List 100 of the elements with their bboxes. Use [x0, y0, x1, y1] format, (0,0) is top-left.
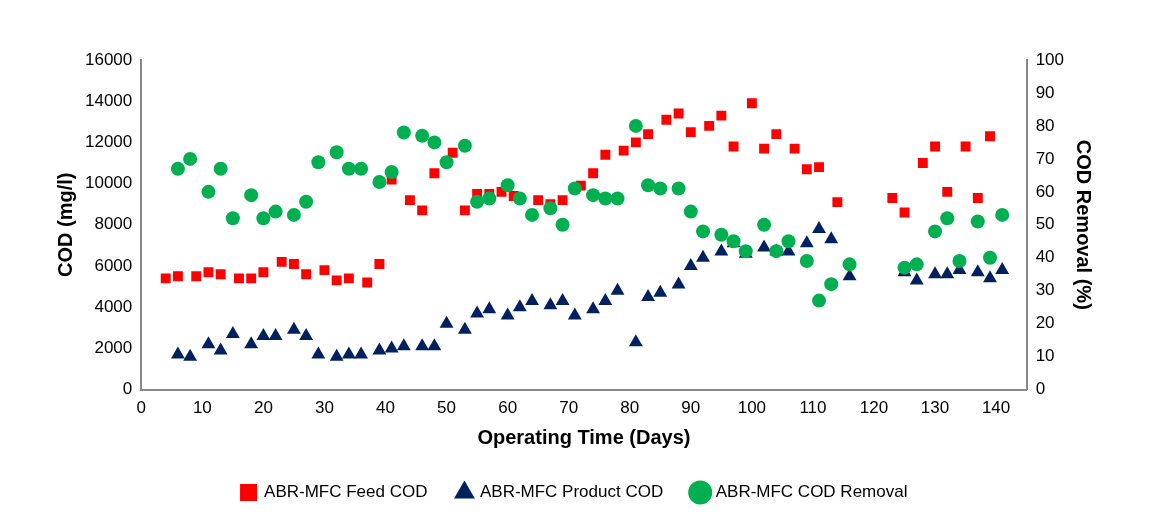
point: [555, 217, 570, 232]
point: [183, 151, 198, 166]
point: [244, 188, 259, 203]
point: [899, 207, 910, 218]
point: [319, 265, 330, 276]
point: [586, 301, 601, 314]
point: [384, 165, 399, 180]
point: [832, 197, 843, 208]
point: [653, 284, 668, 297]
point: [215, 269, 226, 280]
y-axis-title: COD (mg/l): [53, 172, 76, 278]
point: [799, 254, 814, 269]
point: [225, 325, 240, 338]
point: [983, 270, 997, 283]
point: [203, 267, 214, 278]
point: [683, 258, 698, 270]
point: [928, 224, 943, 239]
y-tick-label: 14000: [84, 90, 133, 110]
point: [970, 214, 985, 229]
point: [696, 224, 711, 239]
point: [789, 143, 800, 154]
point: [909, 257, 924, 272]
point: [940, 211, 955, 226]
point: [972, 193, 983, 203]
y-tick-label: 2000: [94, 338, 133, 358]
point: [771, 129, 782, 140]
x-tick-label: 20: [253, 398, 273, 418]
y2-tick-label: 40: [1035, 247, 1055, 267]
y-tick-label: 16000: [84, 49, 133, 69]
y2-tick-label: 0: [1035, 379, 1046, 399]
point: [429, 168, 440, 179]
point: [512, 191, 527, 206]
point: [170, 161, 185, 176]
point: [427, 135, 442, 150]
point: [343, 273, 354, 284]
point: [286, 207, 301, 222]
x-tick-label: 70: [559, 398, 579, 418]
point: [258, 267, 269, 278]
point: [683, 204, 698, 219]
point: [256, 328, 271, 341]
point: [276, 256, 287, 267]
x-tick-label: 0: [136, 398, 147, 418]
point: [415, 338, 430, 351]
point: [191, 271, 202, 282]
point: [555, 293, 570, 306]
point: [439, 315, 454, 328]
point: [812, 220, 826, 233]
point: [641, 288, 655, 301]
point: [172, 271, 183, 282]
point: [396, 125, 411, 140]
point: [331, 275, 342, 286]
point: [201, 336, 216, 349]
point: [213, 161, 228, 176]
point: [942, 186, 953, 197]
point: [960, 141, 971, 152]
point: [930, 141, 940, 152]
point: [311, 346, 326, 359]
x-tick-label: 40: [376, 398, 395, 418]
y-tick-label: 10000: [84, 173, 133, 193]
point: [543, 201, 558, 216]
point: [567, 307, 582, 320]
point: [457, 321, 472, 334]
point: [447, 147, 458, 158]
y2-tick-label: 50: [1035, 214, 1055, 234]
point: [759, 143, 770, 154]
point: [268, 204, 283, 219]
point: [995, 207, 1010, 222]
point: [160, 273, 171, 284]
point: [824, 277, 839, 292]
point: [643, 129, 654, 140]
point: [586, 188, 601, 203]
x-tick-label: 140: [981, 398, 1011, 418]
point: [362, 277, 373, 288]
point: [628, 118, 643, 133]
point: [525, 293, 539, 306]
point: [970, 264, 985, 277]
y2-tick-label: 60: [1035, 181, 1055, 201]
point: [354, 346, 369, 359]
point: [457, 138, 472, 153]
point: [459, 205, 470, 216]
point: [714, 243, 729, 256]
point: [256, 211, 271, 226]
point: [714, 227, 729, 242]
point: [329, 348, 344, 361]
point: [653, 181, 668, 196]
point: [641, 178, 656, 193]
point: [704, 120, 715, 131]
point: [301, 269, 312, 280]
point: [427, 338, 442, 351]
point: [482, 301, 497, 314]
point: [610, 191, 625, 206]
point: [917, 158, 928, 168]
point: [661, 114, 672, 125]
point: [985, 131, 995, 142]
point: [311, 155, 326, 170]
point: [671, 276, 686, 289]
x-tick-label: 90: [681, 398, 701, 418]
point: [909, 272, 924, 285]
legend-label: ABR-MFC Feed COD: [264, 482, 428, 502]
point: [500, 178, 515, 193]
